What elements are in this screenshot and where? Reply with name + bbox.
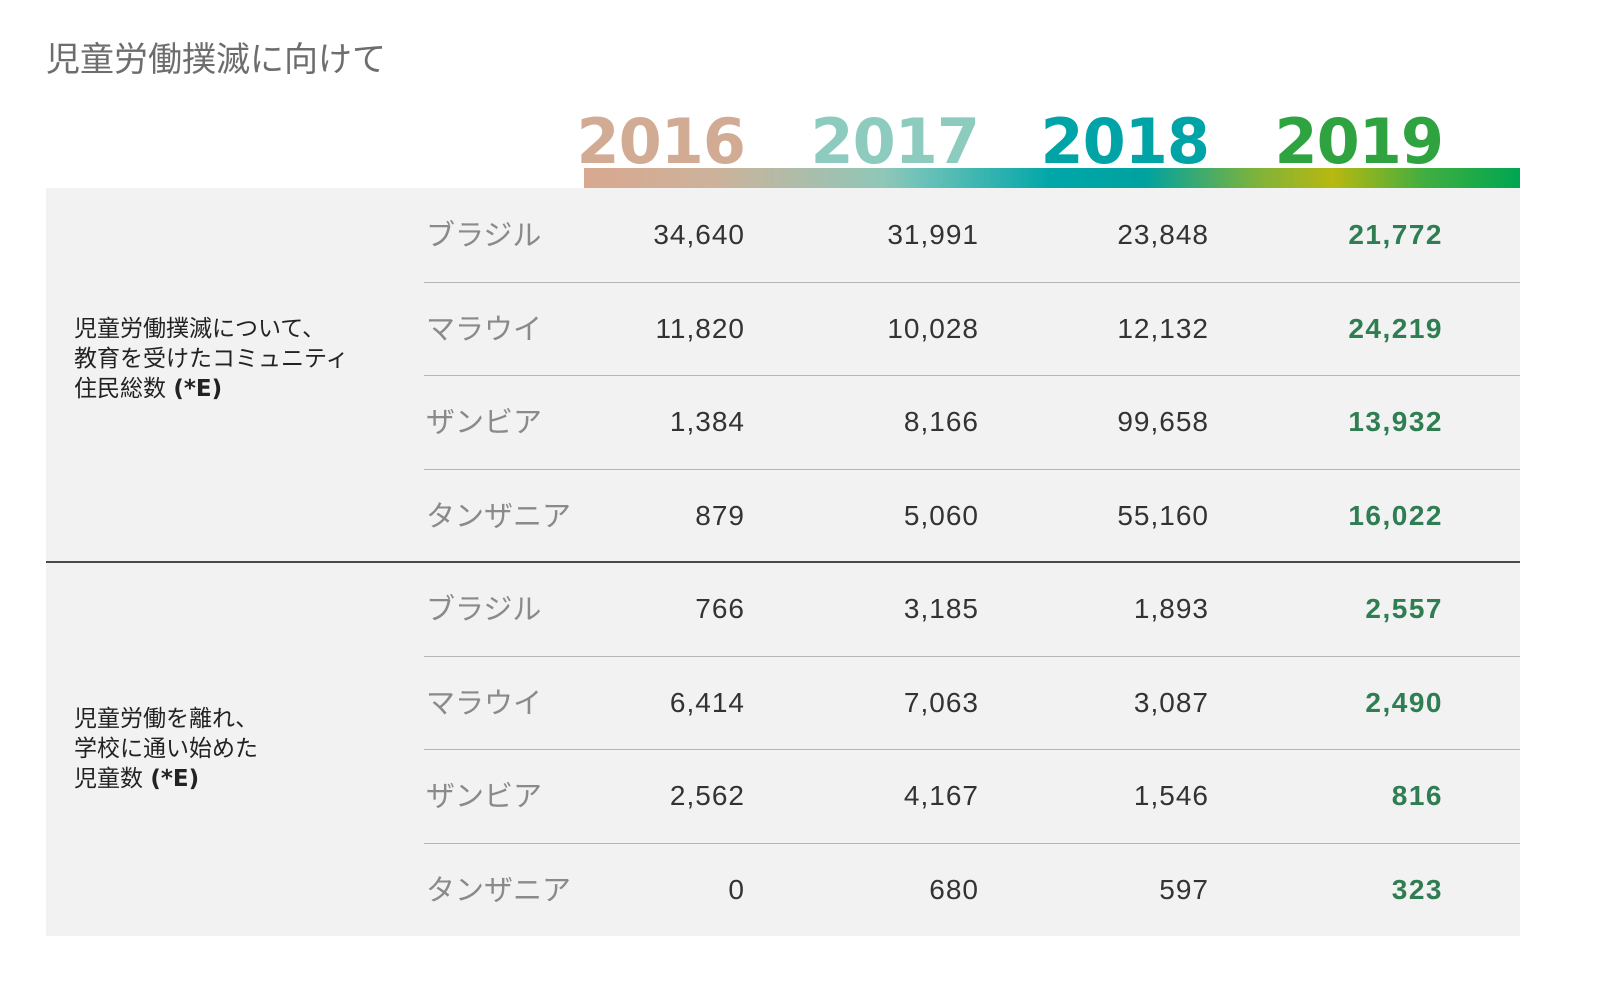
group-label-line: 教育を受けたコミュニティ bbox=[74, 346, 349, 372]
year-header-2018: 2018 bbox=[1040, 105, 1210, 178]
table-cell-2019: 2,490 bbox=[1365, 686, 1443, 718]
table-cell-2017: 5,060 bbox=[903, 499, 979, 531]
table-cell-2016: 11,820 bbox=[655, 312, 745, 344]
row-divider bbox=[424, 656, 1520, 657]
table-cell-2019: 816 bbox=[1391, 780, 1443, 811]
table-cell-2017: 10,028 bbox=[887, 312, 979, 344]
country-label: タンザニア bbox=[426, 498, 572, 533]
estimate-note: (*E) bbox=[173, 376, 223, 402]
table-cell-2019: 323 bbox=[1391, 873, 1443, 905]
country-label: タンザニア bbox=[426, 872, 572, 907]
row-divider bbox=[424, 282, 1520, 283]
table-cell-2016: 0 bbox=[728, 873, 745, 905]
table-cell-2016: 1,384 bbox=[669, 406, 745, 437]
group-label-line: 児童労働撲滅について、 bbox=[74, 316, 326, 342]
year-header-2019: 2019 bbox=[1274, 105, 1444, 178]
table-cell-2017: 31,991 bbox=[887, 219, 979, 250]
table-cell-2018: 99,658 bbox=[1117, 406, 1209, 437]
table-cell-2017: 3,185 bbox=[903, 593, 979, 624]
country-label: ザンビア bbox=[426, 405, 543, 439]
year-gradient-bar bbox=[584, 168, 1520, 188]
table-cell-2018: 3,087 bbox=[1133, 686, 1209, 718]
group-label-line: 学校に通い始めた bbox=[74, 736, 258, 762]
group-label-line: 児童労働を離れ、 bbox=[74, 706, 259, 732]
table-cell-2017: 4,167 bbox=[903, 780, 979, 811]
country-label: マラウイ bbox=[426, 311, 543, 346]
year-header-2016: 2016 bbox=[576, 105, 746, 178]
table-cell-2016: 2,562 bbox=[669, 780, 745, 811]
table-cell-2016: 6,414 bbox=[669, 686, 745, 718]
group-label-line: 住民総数 bbox=[74, 376, 174, 402]
group-label-line: 児童数 bbox=[74, 766, 151, 792]
table-cell-2018: 55,160 bbox=[1117, 499, 1209, 531]
table-cell-2019: 24,219 bbox=[1348, 312, 1443, 344]
estimate-note: (*E) bbox=[150, 766, 200, 792]
table-cell-2019: 13,932 bbox=[1348, 406, 1443, 437]
country-label: ザンビア bbox=[426, 779, 543, 813]
row-divider bbox=[424, 469, 1520, 470]
group-label-1: 児童労働撲滅について、 教育を受けたコミュニティ 住民総数 (*E) bbox=[74, 314, 349, 404]
table-cell-2018: 597 bbox=[1159, 873, 1209, 905]
table-cell-2019: 16,022 bbox=[1348, 499, 1443, 531]
group-divider bbox=[46, 561, 1520, 563]
table-cell-2018: 1,546 bbox=[1133, 780, 1209, 811]
row-divider bbox=[424, 843, 1520, 844]
table-cell-2018: 12,132 bbox=[1117, 312, 1209, 344]
table-cell-2016: 34,640 bbox=[653, 219, 745, 250]
table-cell-2017: 680 bbox=[929, 873, 979, 905]
table-cell-2018: 1,893 bbox=[1133, 593, 1209, 624]
table-cell-2017: 7,063 bbox=[903, 686, 979, 718]
table-cell-2017: 8,166 bbox=[903, 406, 979, 437]
country-label: マラウイ bbox=[426, 685, 543, 720]
table-cell-2019: 21,772 bbox=[1348, 219, 1443, 250]
year-header-2017: 2017 bbox=[810, 105, 980, 178]
country-label: ブラジル bbox=[426, 592, 542, 626]
row-divider bbox=[424, 375, 1520, 376]
row-divider bbox=[424, 749, 1520, 750]
table-cell-2016: 766 bbox=[695, 593, 745, 624]
country-label: ブラジル bbox=[426, 218, 542, 252]
table-cell-2016: 879 bbox=[695, 499, 745, 531]
group-label-2: 児童労働を離れ、 学校に通い始めた 児童数 (*E) bbox=[74, 704, 258, 794]
table-cell-2018: 23,848 bbox=[1117, 219, 1209, 250]
page-title: 児童労働撲滅に向けて bbox=[46, 40, 386, 80]
table-cell-2019: 2,557 bbox=[1365, 593, 1443, 624]
